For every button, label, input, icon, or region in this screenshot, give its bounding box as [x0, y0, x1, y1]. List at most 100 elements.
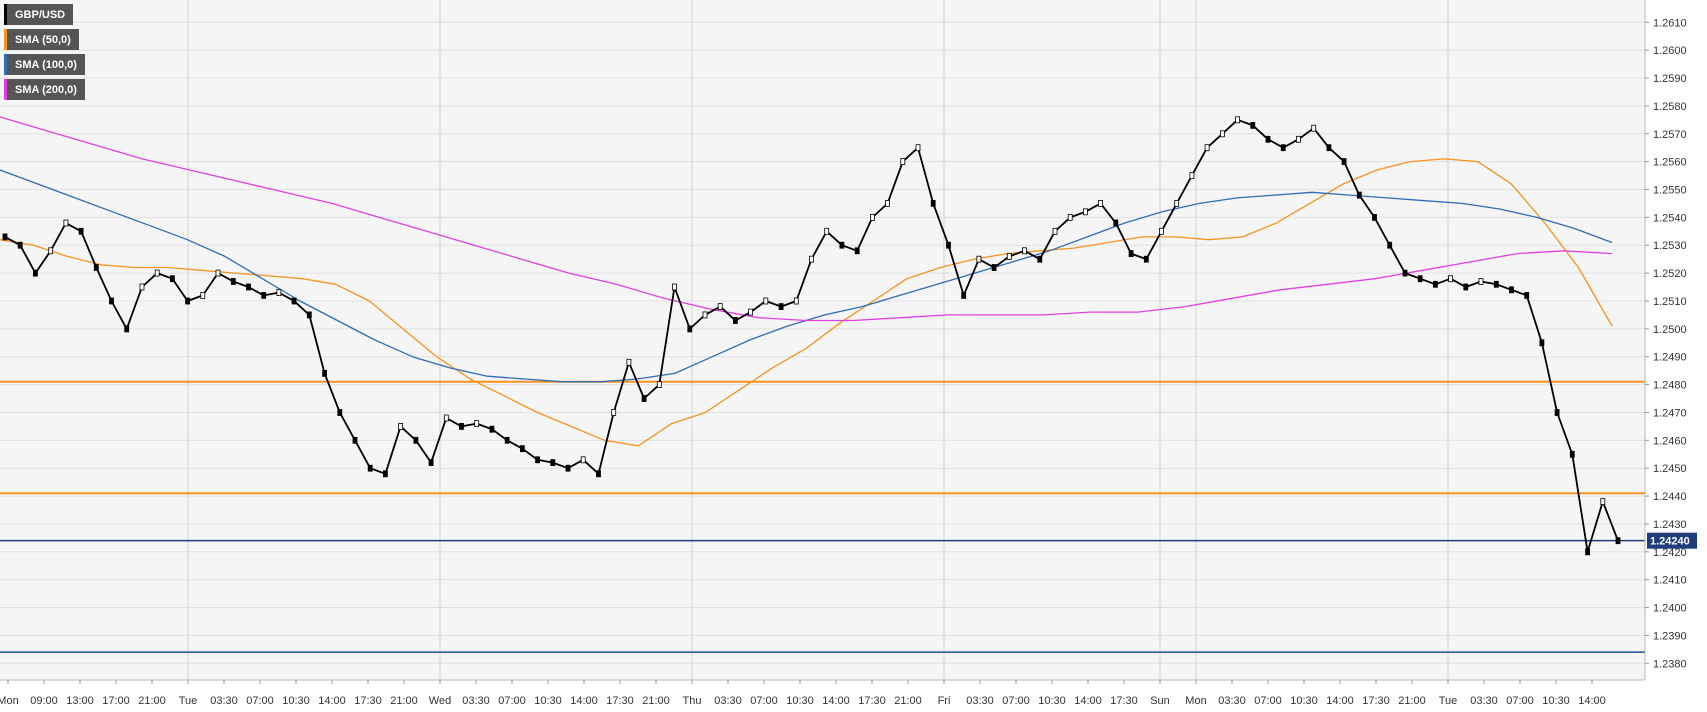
legend-swatch [4, 54, 7, 75]
x-tick-label: 21:00 [1398, 695, 1426, 707]
x-tick-label: 17:30 [1110, 695, 1138, 707]
price-point [733, 317, 738, 324]
price-point [1250, 122, 1256, 129]
price-point [17, 241, 23, 249]
y-tick-label: 1.2450 [1653, 463, 1687, 475]
x-tick-label: 21:00 [642, 695, 670, 707]
price-point [656, 381, 662, 389]
x-tick-label: 13:00 [66, 695, 94, 707]
legend-swatch [4, 79, 7, 100]
x-tick-label: 03:30 [1218, 695, 1246, 707]
price-point [1128, 250, 1134, 258]
price-point [169, 275, 175, 283]
x-tick-label: 14:00 [1326, 695, 1354, 707]
y-tick-label: 1.2520 [1653, 268, 1687, 280]
legend-item-sma-200[interactable]: SMA (200,0) [4, 79, 85, 100]
price-point [1235, 116, 1240, 124]
price-point [291, 297, 297, 305]
legend-item-sma-100[interactable]: SMA (100,0) [4, 54, 85, 75]
y-axis-ticks: 1.2380 1.2390 1.2400 1.2410 1.2420 1.2430 1.24… [1645, 17, 1687, 670]
y-tick-label: 1.2440 [1653, 491, 1687, 503]
x-tick-label: 10:30 [1542, 695, 1570, 707]
price-point [1098, 199, 1103, 207]
price-point [1433, 280, 1438, 288]
legend-item-gbpusd[interactable]: GBP/USD [4, 4, 74, 25]
y-tick-label: 1.2490 [1653, 352, 1687, 364]
price-point [535, 456, 540, 464]
price-point [230, 278, 236, 285]
x-tick-label: 21:00 [390, 695, 418, 707]
price-point [428, 459, 434, 467]
legend-swatch [4, 29, 7, 50]
price-point [1143, 255, 1149, 263]
x-tick-label: 07:00 [246, 695, 274, 707]
price-point [763, 297, 769, 305]
legend-item-sma-50[interactable]: SMA (50,0) [4, 29, 79, 50]
price-point [854, 247, 860, 255]
x-tick-label: 17:30 [606, 695, 634, 707]
legend-label: GBP/USD [15, 8, 66, 21]
price-point [809, 255, 814, 263]
price-point [1067, 213, 1073, 221]
price-point [778, 303, 784, 311]
x-tick-label: Wed [429, 695, 451, 707]
horizontal-levels [0, 380, 1645, 653]
price-point [63, 219, 69, 227]
price-point [1113, 219, 1119, 227]
y-tick-label: 1.2430 [1653, 519, 1687, 531]
x-tick-label: 10:30 [1290, 695, 1318, 707]
price-point [1448, 275, 1453, 283]
x-tick-label: 17:30 [1362, 695, 1390, 707]
x-tick-label: 10:30 [282, 695, 310, 707]
legend: GBP/USD SMA (50,0) SMA (100,0) SMA (200,… [4, 4, 85, 104]
x-tick-label: 10:30 [786, 695, 814, 707]
price-point [1265, 135, 1271, 143]
price-point [1524, 291, 1530, 299]
price-point [1280, 144, 1286, 152]
x-tick-label: 07:00 [1254, 695, 1282, 707]
x-tick-label: Fri [938, 695, 951, 707]
price-point [626, 358, 632, 366]
price-point [1341, 158, 1347, 166]
price-point [1509, 286, 1514, 294]
price-point [1022, 247, 1027, 255]
price-point [1539, 339, 1545, 347]
price-point [33, 269, 38, 277]
y-tick-label: 1.2460 [1653, 435, 1687, 447]
price-point [1204, 144, 1210, 152]
price-point [124, 325, 130, 333]
x-tick-label: 14:00 [1578, 695, 1606, 707]
y-tick-label: 1.2480 [1653, 380, 1687, 392]
x-tick-label: 14:00 [570, 695, 598, 707]
price-point [748, 308, 753, 316]
price-point [2, 233, 8, 241]
price-point [672, 283, 677, 291]
price-point [352, 436, 358, 444]
price-point [109, 297, 114, 305]
price-point [337, 409, 343, 416]
legend-swatch [4, 4, 7, 25]
x-tick-label: Sun [1150, 695, 1170, 707]
x-tick-label: 21:00 [138, 695, 166, 707]
x-tick-label: 17:00 [102, 695, 130, 707]
price-point [596, 470, 601, 478]
y-tick-label: 1.2500 [1653, 324, 1687, 336]
x-tick-label: 03:30 [1470, 695, 1498, 707]
y-tick-label: 1.2540 [1653, 212, 1687, 224]
y-tick-label: 1.2560 [1653, 157, 1687, 169]
price-point [78, 227, 84, 235]
x-tick-label: 07:00 [1002, 695, 1030, 707]
series-line-sma-200-0 [0, 116, 1613, 322]
price-point [839, 241, 845, 249]
price-point [550, 459, 556, 467]
price-point [474, 420, 480, 428]
price-point [961, 291, 967, 299]
price-point [611, 409, 617, 416]
x-tick-label: 03:30 [462, 695, 490, 707]
price-point [580, 456, 586, 464]
y-tick-label: 1.2410 [1653, 575, 1687, 587]
price-point [261, 291, 267, 299]
gridlines [0, 0, 1645, 680]
price-point [1600, 498, 1606, 506]
x-tick-label: Mon [0, 695, 19, 707]
